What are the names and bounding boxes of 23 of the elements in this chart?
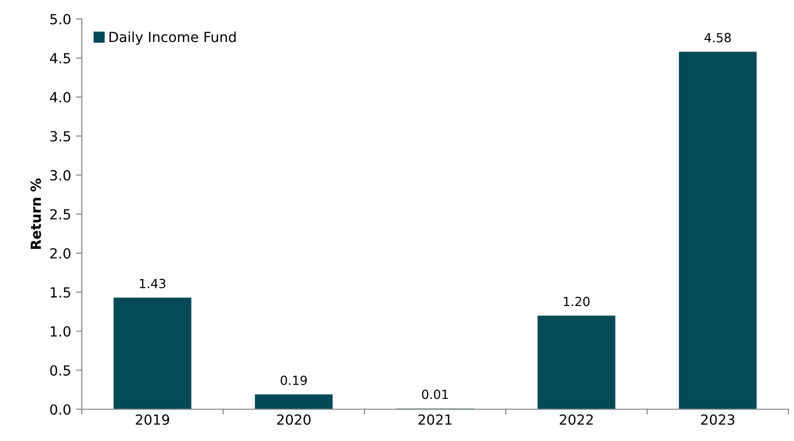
y-tick-label: 2.0 [50, 248, 70, 259]
y-tick-label: 2.5 [50, 209, 70, 220]
legend-label: Daily Income Fund [110, 31, 236, 45]
y-tick-label: 0.0 [50, 404, 70, 415]
y-tick-label: 0.5 [50, 365, 70, 376]
y-tick-label: 1.5 [50, 287, 70, 298]
y-axis-title: Return % [30, 178, 42, 249]
x-tick-label: 2020 [277, 414, 311, 425]
y-tick-label: 3.0 [50, 170, 70, 181]
text: 0.19 [280, 376, 307, 386]
y-tick-label: 4.0 [50, 92, 70, 102]
y-tick-label: 5.0 [50, 14, 70, 24]
text: 1.43 [140, 278, 166, 288]
text: 0.01 [422, 390, 448, 400]
x-tick-label: 2019 [136, 414, 170, 425]
y-tick-label: 4.5 [50, 53, 70, 64]
x-tick-label: 2023 [701, 414, 734, 425]
x-tick-label: 2021 [418, 414, 452, 425]
y-tick-label: 3.5 [50, 131, 70, 142]
x-tick-label: 2022 [560, 414, 593, 425]
y-tick-label: 1.0 [50, 326, 70, 337]
text: 1.20 [564, 296, 590, 306]
text: 4.58 [704, 32, 731, 42]
